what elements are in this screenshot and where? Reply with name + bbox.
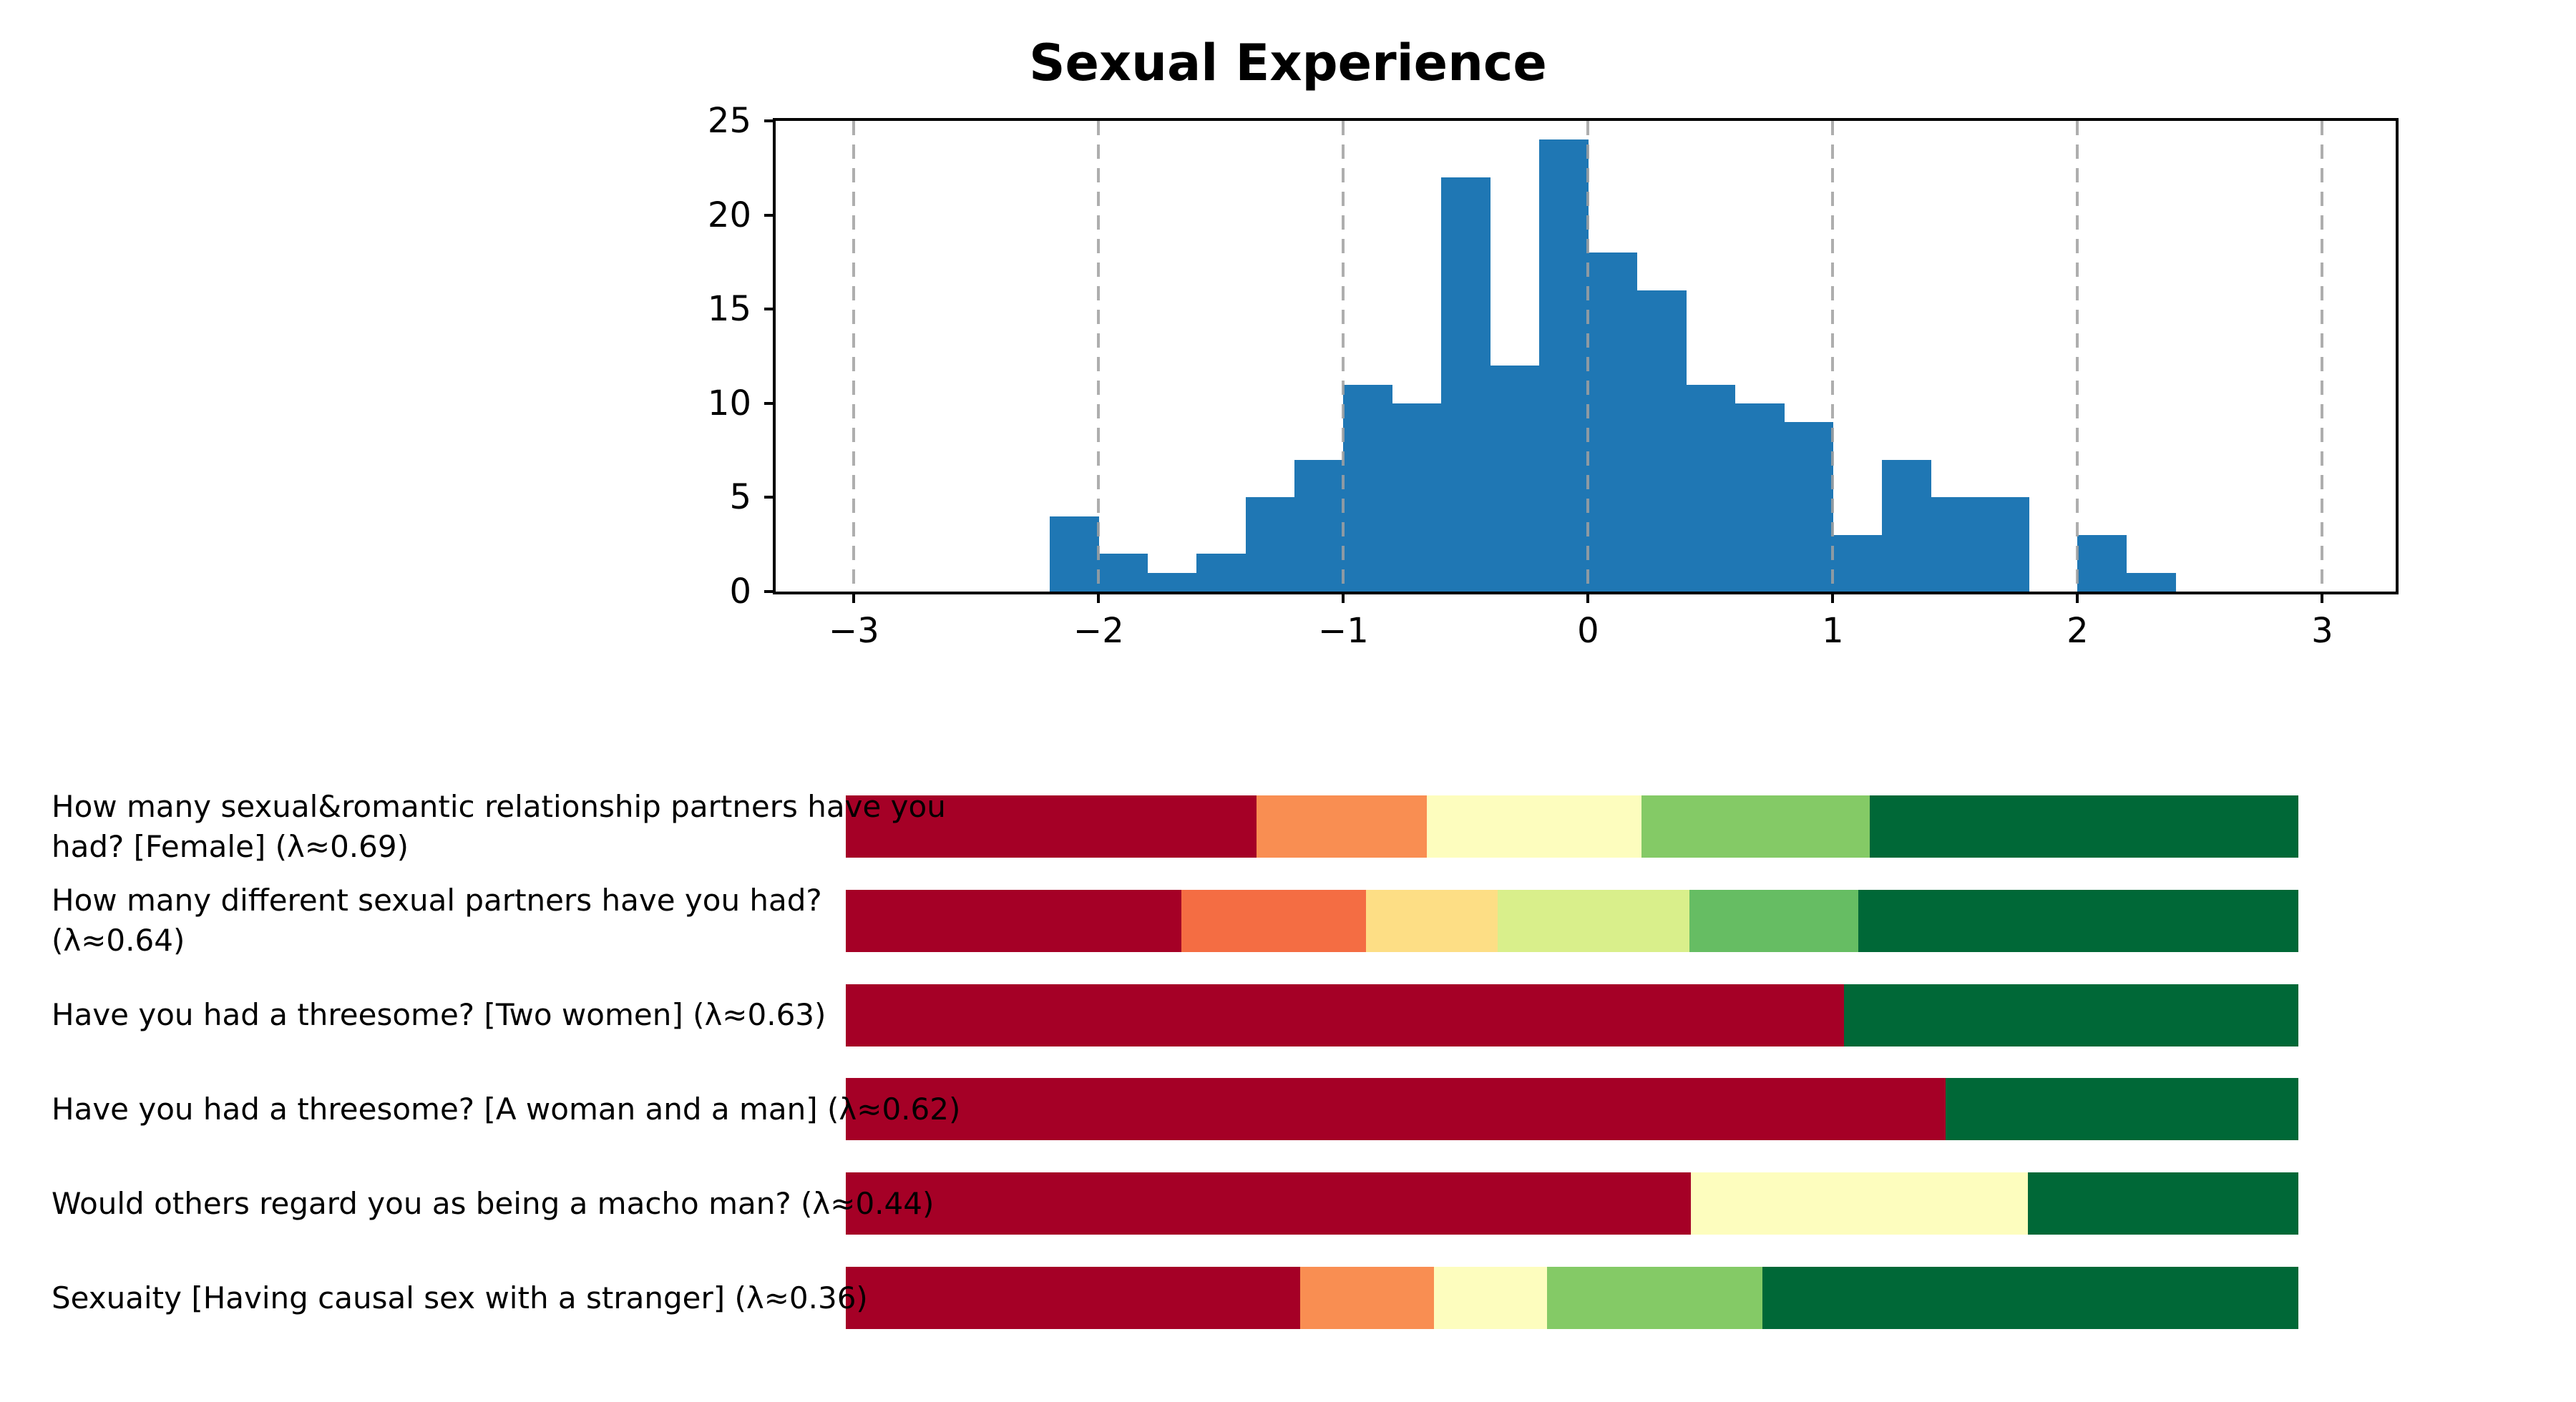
histogram-bar [1833,535,1883,592]
bar-segment [1762,1267,2298,1329]
stacked-bar [846,795,2298,858]
x-tick [2076,592,2079,603]
bar-segment [846,795,1257,858]
row-label: Sexuaity [Having causal sex with a stran… [52,1280,868,1315]
histogram-bar [1881,459,1931,592]
bar-segment [1547,1267,1762,1329]
bar-segment [1181,889,1366,952]
y-tick-label: 15 [707,289,751,330]
y-tick-label: 5 [729,477,751,518]
histogram-bar [1147,572,1197,592]
x-tick-label: −3 [829,611,879,651]
histogram-bar [1343,384,1393,592]
x-tick [1586,592,1590,603]
bar-segment [1945,1078,2298,1141]
bar-segment [1870,795,2298,858]
x-gridline [1342,121,1345,592]
y-tick [764,401,776,405]
stacked-bar [846,1172,2298,1235]
histogram-bar [1490,366,1540,592]
x-gridline [2076,121,2079,592]
row-label: Have you had a threesome? [A woman and a… [52,1091,961,1127]
histogram-bar [2126,572,2176,592]
x-tick-label: 1 [1822,611,1844,651]
x-gridline [1586,121,1590,592]
bar-segment [846,1172,1692,1235]
row-label: Would others regard you as being a macho… [52,1185,935,1221]
bar-segment [846,984,1844,1046]
y-tick-label: 25 [707,101,751,141]
histogram-bar [1784,422,1833,592]
y-tick [764,590,776,593]
histogram-bar [2077,535,2127,592]
y-tick [764,213,776,217]
x-tick [2321,592,2324,603]
bar-segment [1843,984,2298,1046]
bar-segment [1858,889,2298,952]
y-tick-label: 20 [707,195,751,235]
bar-segment [1434,1267,1548,1329]
y-tick [764,119,776,122]
bar-segment [1426,795,1642,858]
bar-segment [1300,1267,1435,1329]
y-tick-label: 10 [707,383,751,423]
histogram-bar [1441,177,1491,592]
row-label: Have you had a threesome? [Two women] (λ… [52,997,826,1033]
histogram-bar [1588,253,1638,592]
stacked-bar [846,1078,2298,1141]
bar-segment [1257,795,1427,858]
x-tick [1097,592,1101,603]
x-tick [852,592,856,603]
histogram-bar [1931,497,1981,592]
y-tick [764,308,776,311]
bar-segment [1498,889,1690,952]
row-label: How many different sexual partners have … [52,883,822,959]
histogram-bar [1735,403,1785,592]
x-tick [1831,592,1835,603]
histogram-bar [1636,290,1687,592]
histogram-bar [1686,384,1736,592]
histogram-bar [1392,403,1442,592]
histogram-bar [1098,554,1148,592]
bar-segment [846,889,1181,952]
x-tick-label: 3 [2311,611,2333,651]
x-tick-label: −1 [1318,611,1369,651]
bar-segment [846,1078,1946,1141]
histogram-bar [1294,459,1344,592]
histogram-bar [1979,497,2029,592]
x-gridline [2321,121,2324,592]
bar-segment [1689,889,1858,952]
histogram-plot: −3 −2 −1 0 1 2 3 0 5 10 15 20 25 [708,101,2399,651]
stacked-bar [846,984,2298,1046]
x-tick-label: −2 [1073,611,1124,651]
chart-title: Sexual Experience [1029,34,1547,92]
x-tick-label: 2 [2067,611,2089,651]
bar-segment [1641,795,1870,858]
histogram-bar [1050,516,1099,592]
x-gridline [1097,121,1101,592]
y-tick [764,496,776,499]
x-gridline [1831,121,1835,592]
row-label: How many sexual&romantic relationship pa… [52,788,946,864]
bar-segment [2028,1172,2298,1235]
y-tick-label: 0 [729,572,751,612]
stacked-bar [846,889,2298,952]
histogram-bar [1245,497,1295,592]
bar-segment [1365,889,1498,952]
bar-segment [846,1267,1301,1329]
histogram-bar [1196,554,1246,592]
x-tick-label: 0 [1577,611,1599,651]
x-tick [1342,592,1345,603]
bar-segment [1691,1172,2029,1235]
histogram-bar [1539,139,1589,592]
stacked-bar [846,1267,2298,1329]
x-gridline [852,121,856,592]
